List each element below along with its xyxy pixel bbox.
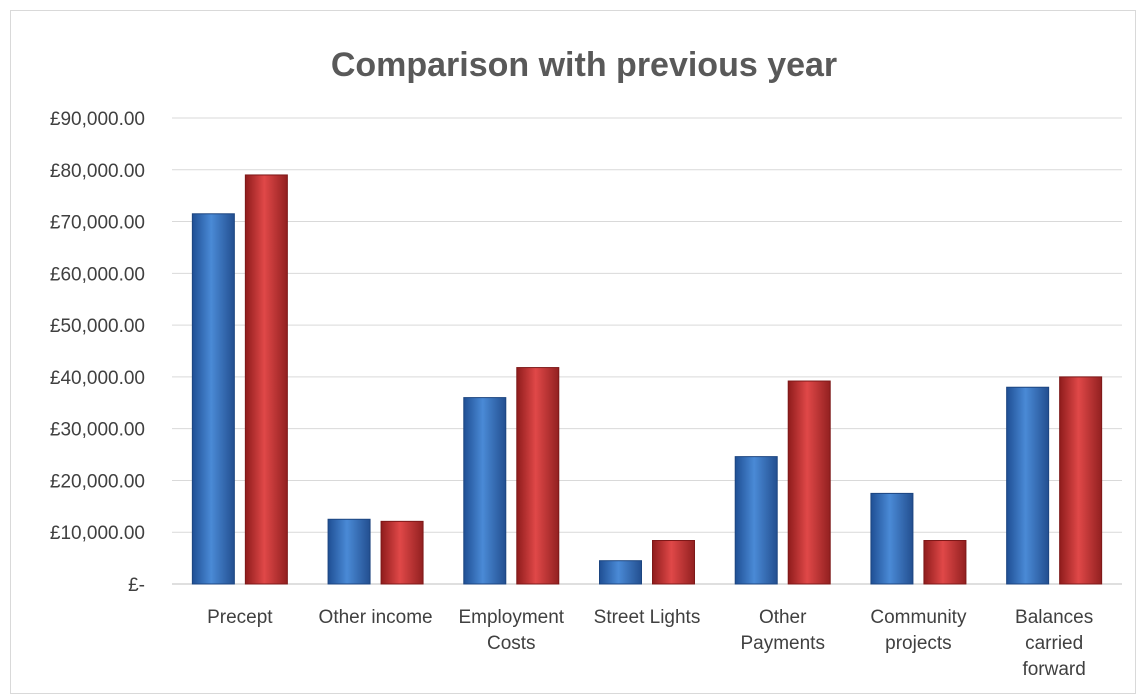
bar-series-1 [1006,386,1050,585]
x-category-label: Other income [319,607,433,628]
x-category-label: Other Payments [740,607,824,654]
x-category-label: Precept [207,607,273,628]
y-tick-label: £80,000.00 [50,161,145,182]
chart-title: Comparison with previous year [331,46,837,84]
bar-series-2 [787,380,831,585]
y-tick-label: £30,000.00 [50,420,145,441]
x-category-label: Balances carried forward [1015,607,1093,680]
gridlines [172,117,1122,585]
bar-series-1 [870,492,914,585]
bar-series-2 [516,367,560,585]
bars [191,174,1103,585]
y-tick-label: £10,000.00 [50,523,145,544]
y-tick-label: £60,000.00 [50,264,145,285]
y-tick-label: £50,000.00 [50,316,145,337]
y-tick-label: £40,000.00 [50,368,145,389]
bar-series-1 [463,397,507,585]
bar-series-1 [599,560,642,585]
bar-series-2 [652,540,695,585]
bar-series-2 [1059,376,1103,585]
bar-series-2 [923,540,967,585]
x-category-label: Employment Costs [458,607,564,654]
bar-series-1 [191,213,235,585]
bar-series-1 [734,456,778,585]
bar-series-2 [244,174,288,585]
x-category-label: Community projects [870,607,967,654]
y-axis-tick-labels: £- £10,000.00 £20,000.00 £30,000.00 £40,000.… [50,109,145,596]
x-axis-category-labels: Precept Other income Employment Costs Street… [207,607,1093,680]
y-tick-label: £20,000.00 [50,471,145,492]
y-tick-label: £- [128,575,145,596]
y-tick-label: £70,000.00 [50,213,145,234]
bar-series-1 [327,518,371,585]
x-category-label: Street Lights [594,607,701,628]
bar-series-2 [380,520,424,585]
y-tick-label: £90,000.00 [50,109,145,130]
